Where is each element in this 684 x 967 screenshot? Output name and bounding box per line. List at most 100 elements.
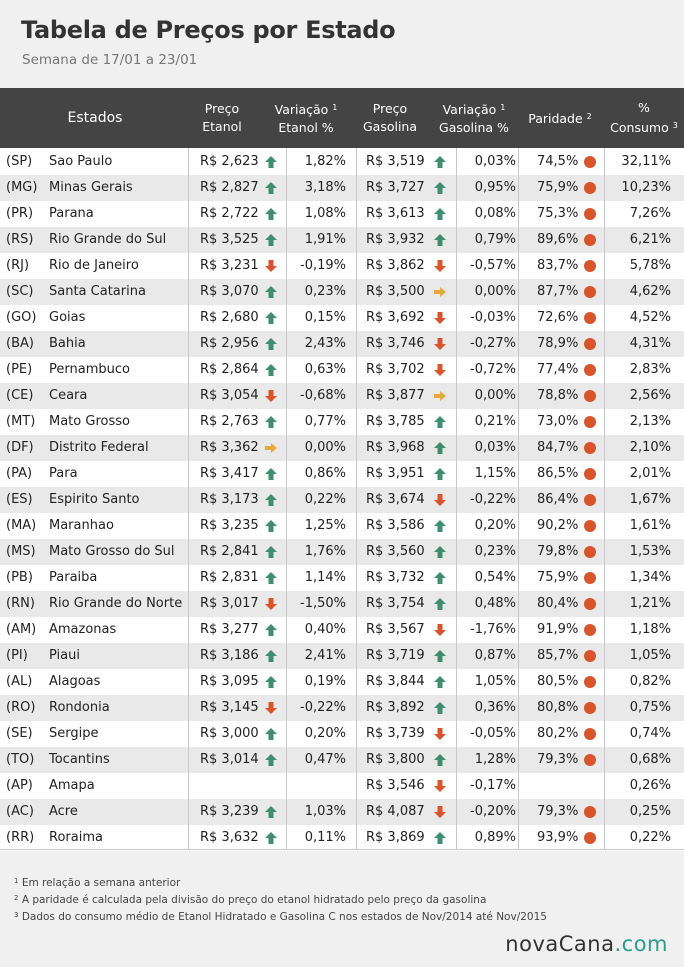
table-header: Estados Preço Etanol Variação 1 Etanol %…	[0, 88, 684, 148]
ethanol-variation: 1,25%	[304, 518, 346, 533]
arrow-down-icon	[265, 390, 277, 402]
arrow-down-icon	[434, 624, 446, 636]
consumption-share: 0,22%	[629, 830, 671, 845]
ethanol-variation: 0,22%	[304, 492, 346, 507]
footnote-ref-1: 1	[332, 103, 338, 112]
gasoline-variation: 0,00%	[474, 388, 516, 403]
arrow-up-icon	[265, 208, 277, 220]
state-name: Minas Gerais	[49, 180, 133, 195]
consumption-share: 4,52%	[629, 310, 671, 325]
parity-indicator-dot	[584, 286, 596, 298]
parity-value: 80,8%	[537, 700, 579, 715]
ethanol-variation: 2,43%	[304, 336, 346, 351]
arrow-up-icon	[265, 624, 277, 636]
arrow-down-icon	[265, 598, 277, 610]
arrow-down-icon	[434, 806, 446, 818]
ethanol-variation: 0,15%	[304, 310, 346, 325]
arrow-up-icon	[434, 416, 446, 428]
gasoline-price: R$ 3,800	[366, 752, 425, 767]
table-row: (MT) Mato Grosso R$ 2,763 0,77% R$ 3,785 0,21…	[0, 409, 684, 435]
state-name: Acre	[49, 804, 78, 819]
column-divider	[188, 148, 189, 849]
gasoline-variation: -0,57%	[470, 258, 516, 273]
col-header-var-gasolina-line1: Variação	[442, 102, 497, 117]
parity-value: 74,5%	[537, 154, 579, 169]
arrow-up-icon	[434, 832, 446, 844]
logo-part-com: .com	[614, 932, 668, 956]
parity-value: 75,9%	[537, 570, 579, 585]
table-row: (ES) Espirito Santo R$ 3,173 0,22% R$ 3,674 -…	[0, 487, 684, 513]
table-body: (SP) Sao Paulo R$ 2,623 1,82% R$ 3,519 0,03% 7…	[0, 148, 684, 851]
state-code: (RR)	[6, 830, 35, 845]
table-row: (GO) Goias R$ 2,680 0,15% R$ 3,692 -0,03% 72,6…	[0, 305, 684, 331]
state-name: Para	[49, 466, 78, 481]
gasoline-variation: 0,54%	[474, 570, 516, 585]
gasoline-price: R$ 4,087	[366, 804, 425, 819]
parity-indicator-dot	[584, 520, 596, 532]
parity-value: 85,7%	[537, 648, 579, 663]
column-divider	[286, 148, 287, 849]
gasoline-price: R$ 3,877	[366, 388, 425, 403]
state-code: (CE)	[6, 388, 34, 403]
state-code: (RO)	[6, 700, 36, 715]
arrow-up-icon	[434, 234, 446, 246]
gasoline-price: R$ 3,674	[366, 492, 425, 507]
parity-value: 79,8%	[537, 544, 579, 559]
consumption-share: 1,05%	[629, 648, 671, 663]
ethanol-variation: -0,22%	[300, 700, 346, 715]
state-name: Distrito Federal	[49, 440, 149, 455]
ethanol-variation: 1,91%	[304, 232, 346, 247]
ethanol-price: R$ 2,680	[200, 310, 259, 325]
state-name: Mato Grosso	[49, 414, 130, 429]
arrow-down-icon	[434, 312, 446, 324]
arrow-down-icon	[434, 260, 446, 272]
gasoline-price: R$ 3,844	[366, 674, 425, 689]
gasoline-price: R$ 3,892	[366, 700, 425, 715]
table-row: (MA) Maranhao R$ 3,235 1,25% R$ 3,586 0,20% 90…	[0, 513, 684, 539]
state-code: (ES)	[6, 492, 33, 507]
arrow-up-icon	[434, 650, 446, 662]
col-header-preco-etanol-line2: Etanol	[202, 119, 242, 134]
ethanol-price: R$ 3,070	[200, 284, 259, 299]
gasoline-price: R$ 3,546	[366, 778, 425, 793]
state-code: (AM)	[6, 622, 37, 637]
table-bottom-border	[0, 849, 684, 850]
ethanol-price: R$ 3,173	[200, 492, 259, 507]
arrow-up-icon	[265, 364, 277, 376]
consumption-share: 6,21%	[629, 232, 671, 247]
state-name: Bahia	[49, 336, 86, 351]
gasoline-variation: 0,87%	[474, 648, 516, 663]
table-row: (CE) Ceara R$ 3,054 -0,68% R$ 3,877 0,00% 78,8…	[0, 383, 684, 409]
state-code: (GO)	[6, 310, 37, 325]
gasoline-price: R$ 3,732	[366, 570, 425, 585]
parity-indicator-dot	[584, 754, 596, 766]
parity-value: 90,2%	[537, 518, 579, 533]
arrow-up-icon	[265, 650, 277, 662]
table-row: (PR) Parana R$ 2,722 1,08% R$ 3,613 0,08% 75,3…	[0, 201, 684, 227]
gasoline-variation: 0,03%	[474, 154, 516, 169]
table-row: (BA) Bahia R$ 2,956 2,43% R$ 3,746 -0,27% 78,9…	[0, 331, 684, 357]
ethanol-variation: 1,14%	[304, 570, 346, 585]
gasoline-variation: 0,08%	[474, 206, 516, 221]
ethanol-price: R$ 3,362	[200, 440, 259, 455]
table-row: (MG) Minas Gerais R$ 2,827 3,18% R$ 3,727 0,9…	[0, 175, 684, 201]
parity-indicator-dot	[584, 234, 596, 246]
state-name: Piaui	[49, 648, 80, 663]
ethanol-price: R$ 2,722	[200, 206, 259, 221]
gasoline-variation: -0,05%	[470, 726, 516, 741]
consumption-share: 0,25%	[629, 804, 671, 819]
state-code: (PA)	[6, 466, 33, 481]
parity-value: 80,5%	[537, 674, 579, 689]
state-name: Amazonas	[49, 622, 117, 637]
ethanol-price: R$ 3,235	[200, 518, 259, 533]
gasoline-price: R$ 3,500	[366, 284, 425, 299]
gasoline-variation: -0,17%	[470, 778, 516, 793]
arrow-flat-icon	[434, 391, 446, 401]
ethanol-price: R$ 2,623	[200, 154, 259, 169]
consumption-share: 2,01%	[629, 466, 671, 481]
arrow-up-icon	[265, 156, 277, 168]
arrow-up-icon	[434, 754, 446, 766]
footnote-3: 3 Dados do consumo médio de Etanol Hidra…	[14, 908, 547, 925]
ethanol-price: R$ 2,831	[200, 570, 259, 585]
arrow-up-icon	[265, 312, 277, 324]
